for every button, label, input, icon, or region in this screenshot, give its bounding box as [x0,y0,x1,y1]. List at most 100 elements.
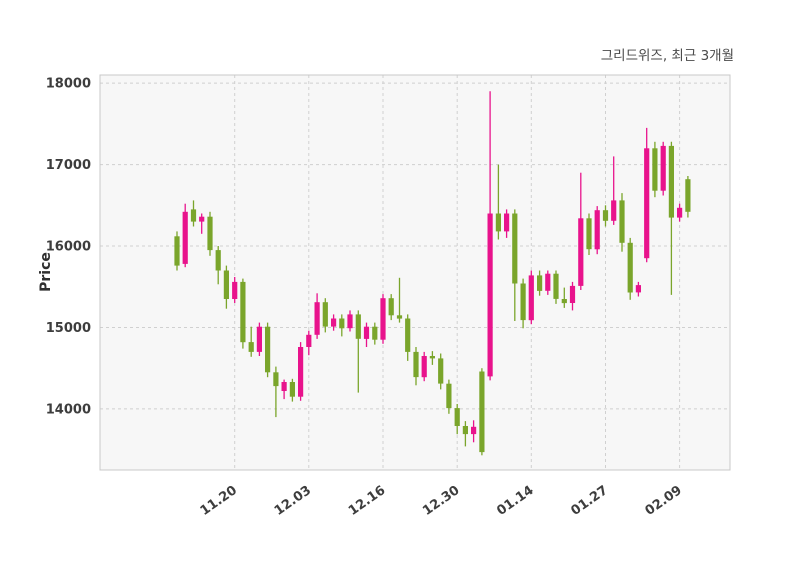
candle [495,164,501,240]
x-tick-label: 12.30 [420,483,462,519]
candle [660,141,666,196]
candle-body [380,298,386,340]
candle-body [619,200,625,243]
candle-body [578,218,584,286]
candle [306,330,312,356]
candle [685,176,691,218]
candle [487,91,493,381]
candle-body [462,426,468,435]
candle [528,270,534,325]
candle-body [232,281,238,299]
candle [298,342,304,401]
candle [232,277,238,303]
candle-body [190,209,197,222]
x-tick-label: 12.03 [272,483,314,519]
candle-body [537,275,543,291]
candle [421,351,427,382]
candle [644,127,650,263]
candle-body [396,315,403,319]
candle [372,322,378,345]
candle [611,156,617,225]
candle [273,366,279,418]
candle [504,209,510,238]
y-tick-label: 18000 [46,77,91,92]
y-tick-label: 14000 [46,402,91,417]
y-tick-label: 15000 [46,321,91,336]
candle-body [512,213,518,284]
candle-body [355,314,361,339]
candle-body [339,318,345,329]
candle-body [438,358,444,384]
candle-body [174,236,180,266]
candle [602,205,609,227]
candle [569,281,576,311]
candle [240,278,246,349]
candle [265,322,271,378]
candle [248,326,254,357]
candle-body [685,179,691,212]
candle-body [635,285,641,293]
candle [578,172,584,290]
candle-body [207,216,213,251]
chart-title: 그리드위즈, 최근 3개월 [600,48,734,64]
candle-body [331,318,337,327]
candle [331,314,337,331]
candle-body [668,145,674,218]
candle-body [215,250,221,271]
candle-body [289,382,295,397]
x-tick-label: 12.16 [346,483,388,519]
candle [215,246,221,285]
x-tick-label: 02.09 [643,483,685,519]
candle [182,203,188,268]
y-tick-label: 17000 [46,158,91,173]
candle [281,379,287,400]
candle [223,265,229,309]
candle-body [322,302,328,327]
candle [363,322,370,347]
candle [289,378,295,402]
candle [454,404,460,435]
candle-body [363,326,370,339]
candle [355,310,361,393]
y-tick-label: 16000 [46,240,91,255]
candle-body [627,242,633,293]
candle-body [182,211,188,264]
candle-body [248,342,254,352]
candle [594,206,600,255]
candle [561,287,567,308]
candle-body [520,283,526,321]
candle-body [652,148,658,191]
candle [446,379,452,414]
candle-body [388,298,394,316]
candle [322,298,328,333]
candle-body [199,216,205,222]
candle-body [677,207,683,218]
candle [347,310,353,332]
candle-body [586,218,592,250]
candle-body [602,210,609,221]
candle [462,421,468,447]
candle-body [545,273,551,291]
candle-body [479,371,485,453]
candle [677,203,683,222]
candle [553,270,559,304]
candle-body [644,148,650,259]
candle-body [495,213,501,232]
candle [471,420,477,443]
plot-frame [99,74,731,471]
candle-body [223,270,229,299]
candle-body [314,302,320,335]
x-tick-label: 01.27 [569,483,611,519]
candle-body [487,213,493,377]
candle-body [504,213,510,232]
candle [627,237,633,300]
y-axis-label: Price [38,252,54,292]
candle [586,213,592,255]
candle-body [454,408,460,426]
candle-body [429,356,435,359]
candle-body [256,326,262,352]
candle-body [405,318,411,352]
candle-body [660,145,666,191]
